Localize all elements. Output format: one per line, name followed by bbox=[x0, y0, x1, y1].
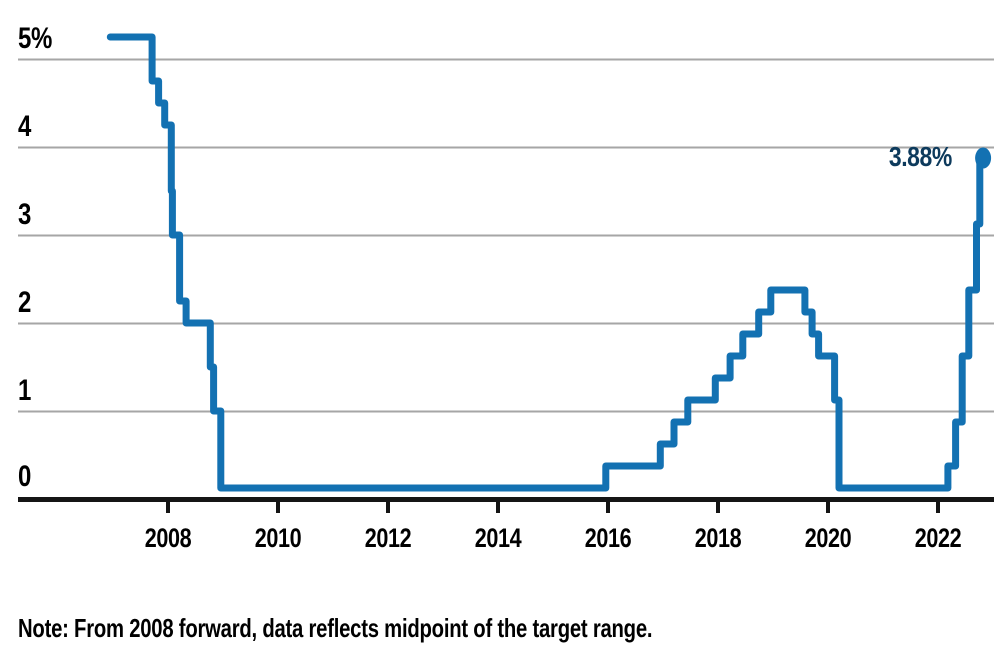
x-axis-label: 2010 bbox=[208, 525, 348, 552]
x-axis-label-text: 2010 bbox=[254, 523, 302, 553]
axis-tick bbox=[606, 502, 610, 513]
x-axis-label: 2008 bbox=[98, 525, 238, 552]
x-axis-label: 2014 bbox=[428, 525, 568, 552]
chart-note: Note: From 2008 forward, data reflects m… bbox=[18, 613, 831, 643]
y-axis-label: 1 bbox=[18, 376, 34, 406]
end-value-text: 3.88% bbox=[888, 141, 952, 172]
x-axis-label-text: 2020 bbox=[804, 523, 852, 553]
y-axis-label: 4 bbox=[18, 112, 34, 142]
y-axis-label: 3 bbox=[18, 200, 34, 230]
x-axis-label-text: 2014 bbox=[474, 523, 522, 553]
axis-tick bbox=[276, 502, 280, 513]
axis-tick bbox=[166, 502, 170, 513]
y-axis-label: 2 bbox=[18, 288, 34, 318]
axis-tick bbox=[826, 502, 830, 513]
y-axis-label-text: 5% bbox=[18, 22, 52, 55]
axis-tick bbox=[716, 502, 720, 513]
x-axis-label: 2018 bbox=[648, 525, 788, 552]
x-axis-label-text: 2008 bbox=[144, 523, 192, 553]
x-axis-label: 2012 bbox=[318, 525, 458, 552]
y-axis-label-text: 1 bbox=[18, 374, 31, 407]
x-axis-label: 2016 bbox=[538, 525, 678, 552]
y-axis-label-text: 3 bbox=[18, 198, 31, 231]
end-value-label: 3.88% bbox=[875, 143, 952, 171]
end-point-dot bbox=[975, 147, 992, 169]
y-axis-label: 0 bbox=[18, 462, 34, 492]
x-axis-label-text: 2012 bbox=[364, 523, 412, 553]
y-axis-label-text: 0 bbox=[18, 460, 31, 493]
x-axis-label-text: 2022 bbox=[914, 523, 962, 553]
x-axis-label: 2020 bbox=[758, 525, 898, 552]
y-axis-label: 5% bbox=[18, 24, 60, 54]
axis-tick bbox=[496, 502, 500, 513]
y-axis-label-text: 4 bbox=[18, 110, 31, 143]
x-axis-label-text: 2016 bbox=[584, 523, 632, 553]
x-axis-label-text: 2018 bbox=[694, 523, 742, 553]
axis-tick bbox=[936, 502, 940, 513]
y-axis-label-text: 2 bbox=[18, 286, 31, 319]
chart-note-text: Note: From 2008 forward, data reflects m… bbox=[18, 613, 653, 643]
rate-line bbox=[106, 33, 987, 492]
x-axis-line bbox=[18, 497, 994, 502]
axis-tick bbox=[386, 502, 390, 513]
x-axis-label: 2022 bbox=[868, 525, 997, 552]
